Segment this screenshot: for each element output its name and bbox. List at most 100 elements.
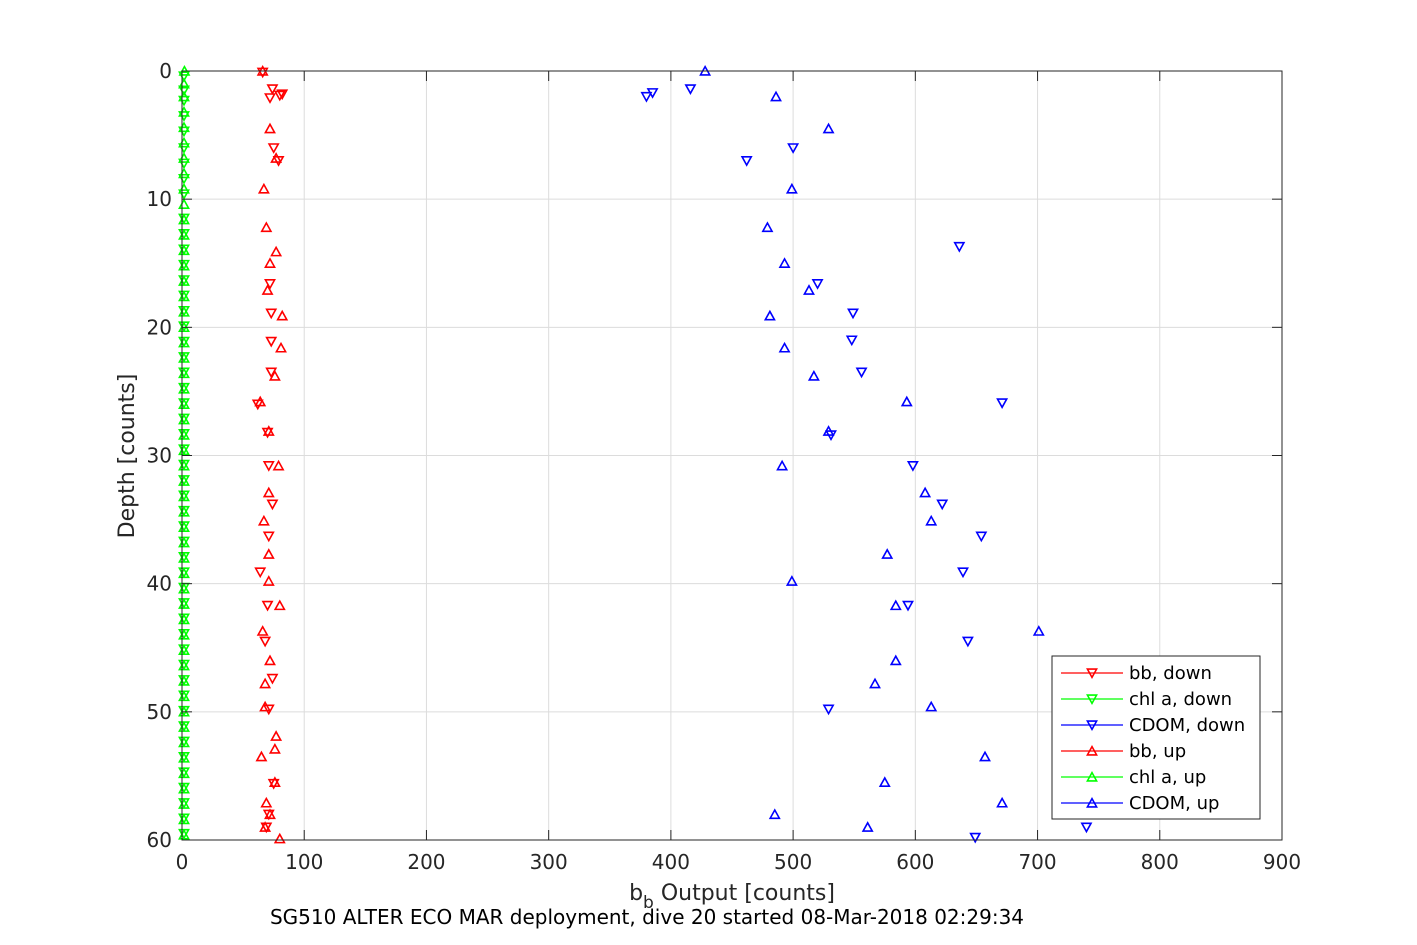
legend-box xyxy=(1051,655,1261,820)
figure-caption: SG510 ALTER ECO MAR deployment, dive 20 … xyxy=(270,905,1024,929)
data-point xyxy=(270,730,283,741)
data-point xyxy=(268,370,281,381)
data-point xyxy=(906,461,919,472)
x-tick-label: 900 xyxy=(1263,850,1301,874)
x-tick-labels: 0 100 200 300 400 500 600 700 800 900 xyxy=(176,850,1301,874)
data-point xyxy=(768,808,781,820)
legend-entry: chl a, up xyxy=(1061,767,1206,788)
legend-marker xyxy=(1086,744,1098,756)
data-point xyxy=(264,279,276,290)
x-tick-label: 200 xyxy=(407,850,445,874)
data-point xyxy=(264,93,276,104)
data-point xyxy=(845,335,858,347)
data-point xyxy=(953,241,966,253)
data-point xyxy=(262,548,275,559)
data-point xyxy=(262,461,275,472)
data-point xyxy=(270,152,283,163)
y-tick-label: 40 xyxy=(147,572,172,596)
data-point xyxy=(254,567,267,579)
legend-marker xyxy=(1086,796,1098,808)
data-point xyxy=(262,809,275,821)
data-point xyxy=(996,398,1009,409)
data-point xyxy=(264,808,276,820)
data-point xyxy=(684,84,697,95)
data-point xyxy=(936,499,949,511)
y-tick-label: 30 xyxy=(147,444,172,468)
data-point xyxy=(776,459,789,471)
y-tick-label: 50 xyxy=(147,700,172,724)
data-point xyxy=(255,750,268,762)
data-point xyxy=(861,821,874,832)
data-point xyxy=(925,514,938,526)
data-point xyxy=(975,531,988,543)
legend-label: bb, up xyxy=(1129,741,1186,762)
data-point xyxy=(1032,625,1045,636)
data-point xyxy=(268,742,281,754)
data-point xyxy=(268,776,281,788)
data-point xyxy=(822,425,835,436)
data-point xyxy=(740,156,753,167)
data-point xyxy=(266,499,279,511)
data-point xyxy=(273,90,286,102)
data-point xyxy=(264,654,276,666)
legend-entry: CDOM, down xyxy=(1061,715,1245,736)
data-point xyxy=(787,143,800,154)
data-point xyxy=(259,636,272,648)
data-point xyxy=(262,425,275,436)
y-tick-label: 0 xyxy=(159,59,172,83)
data-point xyxy=(889,654,902,666)
x-tick-label: 0 xyxy=(176,850,189,874)
x-tick-label: 400 xyxy=(652,850,690,874)
data-point xyxy=(272,459,285,471)
data-point xyxy=(761,221,774,233)
data-point xyxy=(259,700,272,712)
x-tick-label: 700 xyxy=(1018,850,1056,874)
data-point xyxy=(961,636,974,648)
data-point xyxy=(822,704,835,716)
x-axis-label-main: b xyxy=(629,881,643,906)
y-tick-label: 60 xyxy=(147,828,172,852)
data-point xyxy=(811,279,824,290)
data-point xyxy=(869,677,881,689)
data-point xyxy=(265,367,278,379)
legend-label: CDOM, up xyxy=(1129,793,1219,814)
legend-entry: bb, down xyxy=(1061,663,1212,684)
y-tick-label: 20 xyxy=(147,315,172,339)
data-point xyxy=(957,567,969,579)
data-point xyxy=(261,284,274,295)
legend-label: chl a, down xyxy=(1129,689,1232,710)
x-axis-label: bb Output [counts] xyxy=(629,881,835,913)
x-axis-label-rest: Output [counts] xyxy=(654,881,835,906)
data-point xyxy=(855,367,868,379)
data-point xyxy=(262,575,275,586)
data-point xyxy=(275,341,287,353)
data-point xyxy=(778,257,791,268)
legend-marker xyxy=(1086,668,1098,680)
data-point xyxy=(1080,822,1093,834)
series-cdom-up xyxy=(699,64,1045,832)
x-tick-label: 500 xyxy=(774,850,812,874)
x-tick-label: 300 xyxy=(530,850,568,874)
data-point xyxy=(267,143,280,154)
data-point xyxy=(778,341,791,353)
legend-entry: bb, up xyxy=(1061,741,1186,762)
data-point xyxy=(265,308,278,320)
data-point xyxy=(257,514,270,526)
data-point xyxy=(822,122,835,134)
data-point xyxy=(265,336,278,348)
y-tick-label: 10 xyxy=(147,187,172,211)
data-point xyxy=(925,700,938,712)
data-point xyxy=(996,796,1009,808)
x-axis-label-subscript: b xyxy=(643,893,654,913)
x-tick-label: 100 xyxy=(285,850,323,874)
data-point xyxy=(770,90,782,102)
data-point xyxy=(902,600,914,612)
legend: bb, down chl a, down CDOM, down bb, up chl a… xyxy=(1051,655,1261,820)
data-point xyxy=(273,599,286,611)
data-point xyxy=(969,832,982,844)
data-point xyxy=(261,600,274,612)
y-tick-labels: 0 10 20 30 40 50 60 xyxy=(147,59,172,852)
legend-entry: CDOM, up xyxy=(1061,793,1219,814)
legend-label: CDOM, down xyxy=(1129,715,1245,736)
